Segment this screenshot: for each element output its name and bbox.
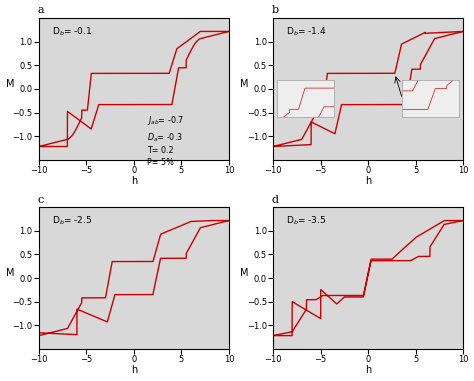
X-axis label: h: h — [131, 365, 137, 375]
Text: d: d — [271, 195, 278, 205]
Y-axis label: M: M — [240, 79, 248, 89]
Y-axis label: M: M — [240, 268, 248, 278]
Y-axis label: M: M — [6, 79, 14, 89]
X-axis label: h: h — [365, 176, 371, 186]
Text: a: a — [37, 5, 44, 15]
Text: $J_{ab}$= -0.7
$D_a$= -0.3
T= 0.2
P= 5%: $J_{ab}$= -0.7 $D_a$= -0.3 T= 0.2 P= 5% — [147, 114, 184, 167]
Text: D$_b$= -1.4: D$_b$= -1.4 — [286, 25, 327, 38]
Text: D$_b$= -0.1: D$_b$= -0.1 — [52, 25, 93, 38]
Text: D$_b$= -3.5: D$_b$= -3.5 — [286, 215, 327, 227]
Text: b: b — [271, 5, 278, 15]
Text: D$_b$= -2.5: D$_b$= -2.5 — [52, 215, 93, 227]
X-axis label: h: h — [365, 365, 371, 375]
X-axis label: h: h — [131, 176, 137, 186]
Y-axis label: M: M — [6, 268, 14, 278]
Text: c: c — [37, 195, 43, 205]
